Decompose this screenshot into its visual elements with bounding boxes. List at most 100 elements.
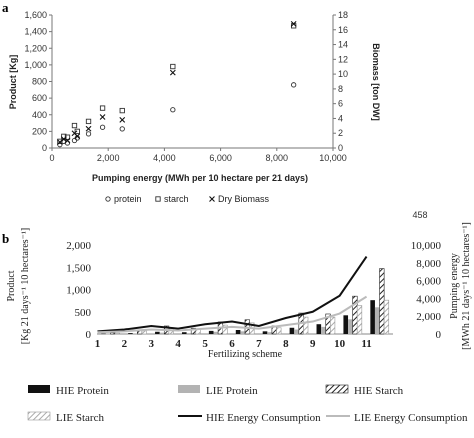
dry-biomass-point xyxy=(99,114,106,120)
dry-biomass-point xyxy=(74,133,81,140)
panel-b-y-tick-label: 1,500 xyxy=(66,262,91,274)
hie-starch-bar xyxy=(379,268,385,335)
lie-starch-bar xyxy=(222,324,228,335)
panel-b-y2-tick-label: 4,000 xyxy=(416,293,441,305)
hie-protein-bar xyxy=(101,333,106,335)
legend-label: LIE Protein xyxy=(206,385,258,397)
panel-b-y-axis-label: Product xyxy=(6,270,17,301)
panel-a-y2-tick-label: 8 xyxy=(338,84,343,94)
protein-point xyxy=(85,131,92,137)
starch-point xyxy=(119,107,125,114)
page-number: 458 xyxy=(412,210,427,220)
legend-starch-marker xyxy=(155,196,161,202)
panel-a-y-tick-label: 1,600 xyxy=(24,10,47,20)
panel-a-y-tick-label: 200 xyxy=(32,126,47,136)
hie-protein-bar xyxy=(128,333,133,334)
panel-b-y2-axis-sublabel: [MWh 21 days⁻¹ 10 hectares⁻¹] xyxy=(461,222,472,350)
legend-hie-protein-swatch xyxy=(28,385,50,393)
hie-starch-bar xyxy=(110,332,116,335)
hie-protein-bar xyxy=(262,331,268,334)
panel-b-y2-tick-label: 10,000 xyxy=(411,240,442,252)
lie-protein-bar xyxy=(374,307,380,334)
panel-b-x-tick-label: 8 xyxy=(283,338,289,350)
panel-b-y2-tick-label: 0 xyxy=(436,329,442,341)
legend-hie-starch-swatch xyxy=(325,384,349,394)
starch-point xyxy=(85,118,92,125)
dry-biomass-point xyxy=(290,20,297,27)
panel-b-y2-tick-label: 8,000 xyxy=(416,258,441,270)
panel-b-y-tick-label: 500 xyxy=(75,307,92,319)
legend-label: protein xyxy=(114,194,142,204)
lie-protein-bar xyxy=(105,333,111,335)
protein-point xyxy=(119,126,125,132)
starch-point xyxy=(71,122,78,129)
panel-b-y-tick-label: 2,000 xyxy=(66,240,91,252)
hie-protein-bar xyxy=(343,315,349,334)
panel-a-x-tick-label: 0 xyxy=(49,153,54,163)
panel-b-y-tick-label: 1,000 xyxy=(66,285,91,297)
panel-b-y-tick-label: 0 xyxy=(86,329,92,341)
panel-a-x-tick-label: 2,000 xyxy=(97,153,120,163)
lie-energy-consumption-line xyxy=(97,295,368,334)
panel-b-y2-tick-label: 2,000 xyxy=(416,311,441,323)
panel-a-x-axis-label: Pumping energy (MWh per 10 hectare per 2… xyxy=(92,173,308,183)
legend-label: HIE Energy Consumption xyxy=(206,412,321,424)
panel-a-y2-tick-label: 2 xyxy=(338,128,343,138)
lie-starch-bar xyxy=(276,327,282,335)
panel-a-y2-tick-label: 0 xyxy=(338,143,343,153)
legend-dry-biomass-marker xyxy=(209,196,215,202)
lie-protein-bar xyxy=(186,333,192,334)
legend-lie-starch-swatch xyxy=(27,411,51,421)
lie-protein-bar xyxy=(240,331,245,334)
dry-biomass-point xyxy=(85,125,92,132)
lie-starch-bar xyxy=(114,332,120,335)
hie-protein-bar xyxy=(208,330,214,334)
panel-b-x-axis-label: Fertilizing scheme xyxy=(208,349,283,360)
panel-b-y2-tick-label: 6,000 xyxy=(416,276,441,288)
panel-b-x-tick-label: 4 xyxy=(175,338,181,350)
panel-b-x-tick-label: 9 xyxy=(310,338,316,350)
dry-biomass-point xyxy=(56,139,63,145)
panel-a-y-tick-label: 600 xyxy=(32,93,47,103)
legend-protein-marker xyxy=(105,196,111,202)
hie-protein-bar xyxy=(155,331,160,334)
lie-protein-bar xyxy=(348,319,353,334)
panel-b-x-tick-label: 7 xyxy=(256,338,262,350)
panel-a-y-tick-label: 800 xyxy=(32,77,47,87)
lie-protein-bar xyxy=(132,333,138,334)
lie-protein-bar xyxy=(267,332,272,334)
panel-a-y-tick-label: 1,000 xyxy=(24,60,47,70)
lie-starch-bar xyxy=(141,330,147,335)
hie-protein-bar xyxy=(181,332,187,334)
protein-point xyxy=(170,107,176,113)
panel-b-label: b xyxy=(2,231,9,246)
starch-point xyxy=(99,105,106,111)
lie-starch-bar xyxy=(356,305,363,335)
lie-starch-bar xyxy=(330,316,336,335)
panel-b-y-axis-sublabel: [Kg 21 days⁻¹ 10 hectares⁻¹] xyxy=(20,228,31,345)
panel-a-y2-tick-label: 18 xyxy=(338,10,348,20)
panel-a-x-tick-label: 4,000 xyxy=(153,153,176,163)
panel-a-y2-tick-label: 16 xyxy=(338,25,348,35)
hie-energy-consumption-line xyxy=(97,256,368,333)
panel-b-marks xyxy=(97,256,390,335)
lie-protein-bar xyxy=(321,326,326,334)
panel-b-x-tick-label: 10 xyxy=(334,338,346,350)
legend-label: starch xyxy=(164,194,189,204)
panel-b-x-tick-label: 2 xyxy=(122,338,128,350)
hie-protein-bar xyxy=(370,300,375,334)
panel-a-y2-tick-label: 6 xyxy=(338,99,343,109)
panel-a-y-tick-label: 0 xyxy=(42,143,47,153)
panel-a-y-tick-label: 400 xyxy=(32,110,47,120)
hie-protein-bar xyxy=(235,329,241,334)
panel-a-x-tick-label: 10,000 xyxy=(319,153,347,163)
legend-lie-protein-swatch xyxy=(178,385,200,393)
protein-point xyxy=(291,82,297,88)
panel-a-y2-axis-label: Biomass [ton DW] xyxy=(371,43,381,121)
panel-a-y2-tick-label: 4 xyxy=(338,113,343,123)
protein-point xyxy=(99,124,106,130)
panel-b-x-tick-label: 11 xyxy=(361,338,371,350)
dry-biomass-point xyxy=(169,69,176,76)
lie-starch-bar xyxy=(303,316,309,335)
